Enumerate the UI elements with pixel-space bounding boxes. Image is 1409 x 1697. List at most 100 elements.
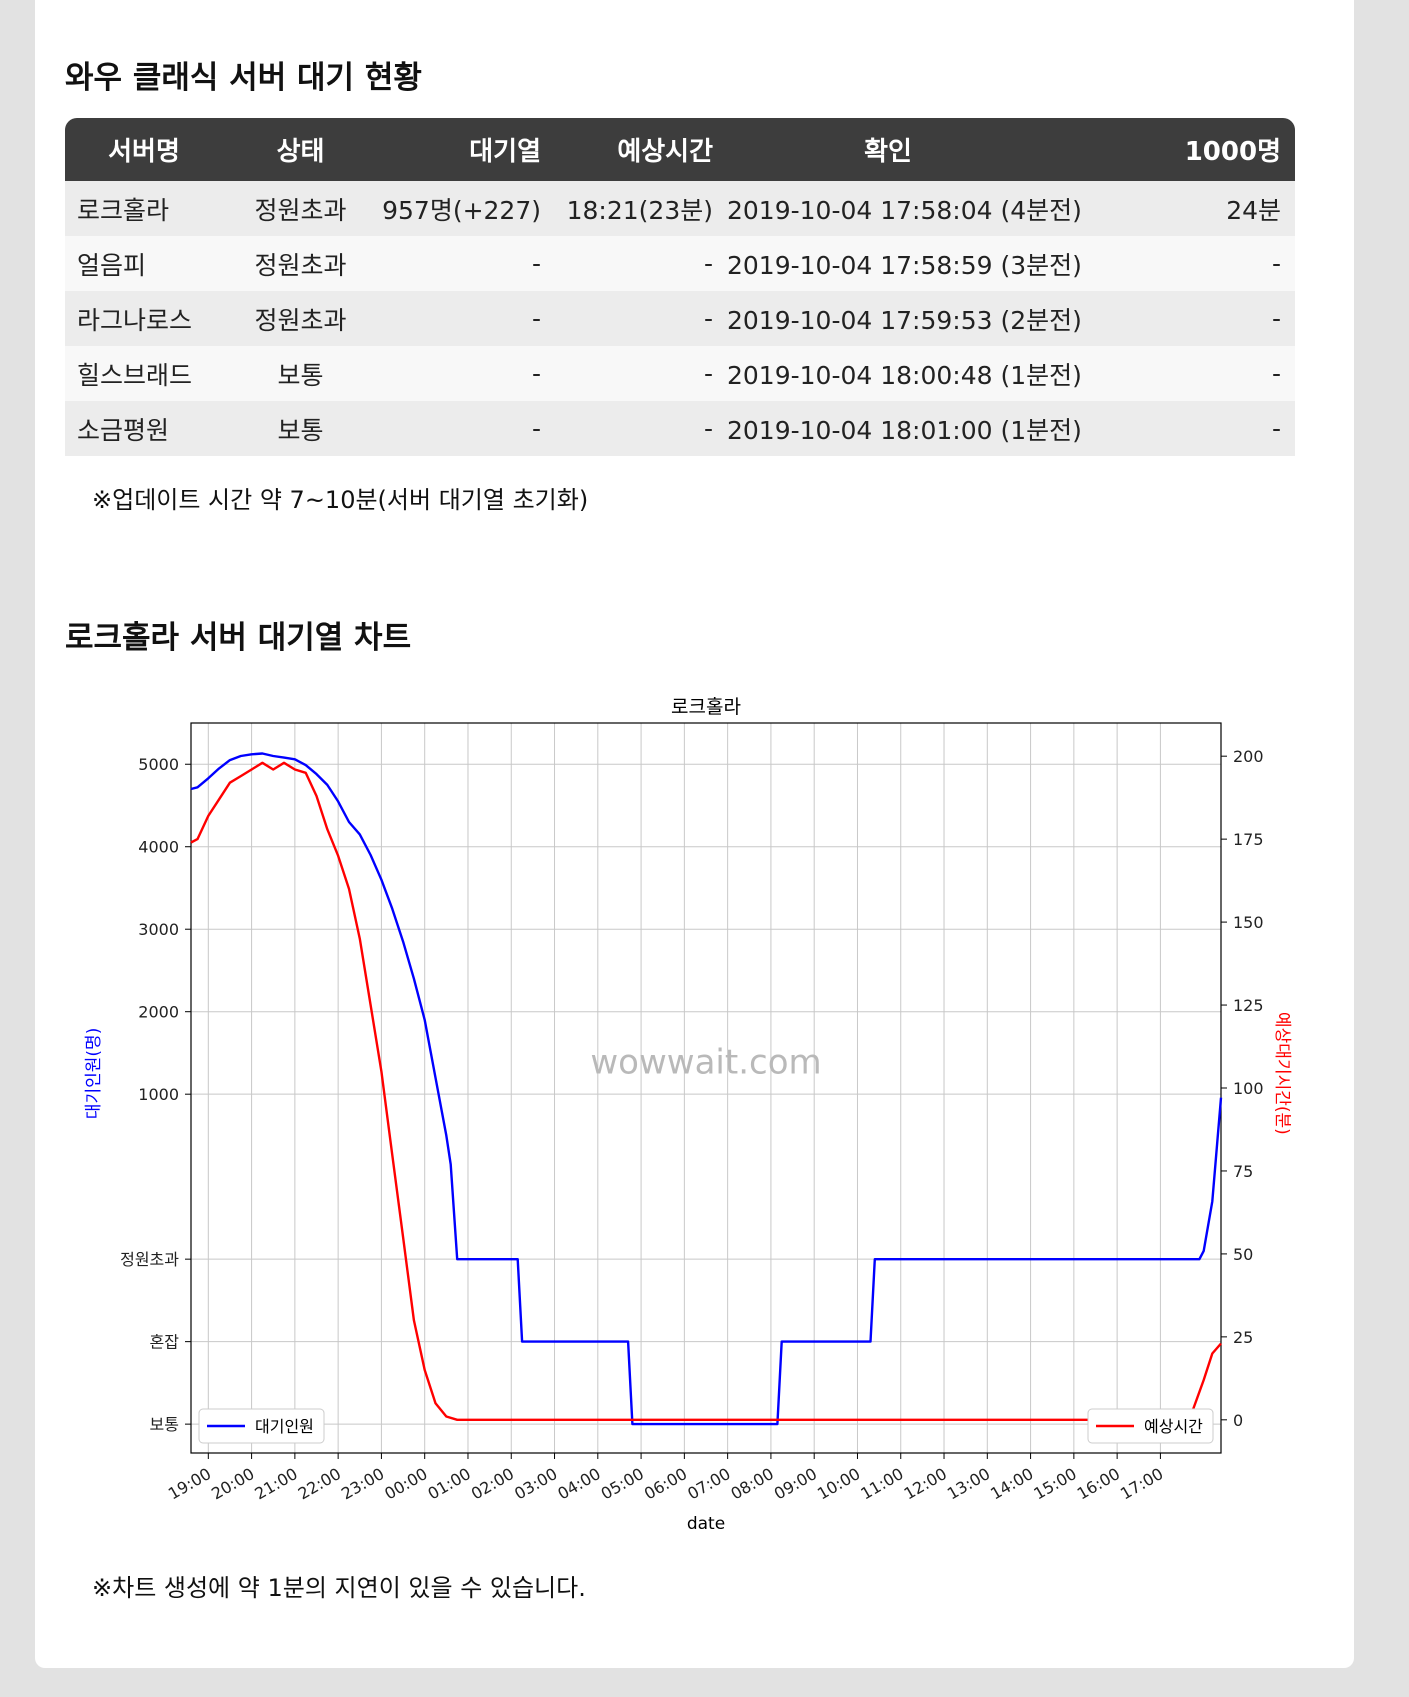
plot-frame [190, 722, 1222, 1454]
x-tick-label: 10:00 [814, 1464, 863, 1504]
server-queue-table: 서버명 상태 대기열 예상시간 확인 1000명 로크홀라 정원초과 957명(… [65, 118, 1295, 456]
col-header-checked: 확인 [727, 118, 1049, 181]
table-row: 라그나로스 정원초과 - - 2019-10-04 17:59:53 (2분전)… [65, 291, 1295, 346]
axis-ticks: 19:0020:0021:0022:0023:0000:0001:0002:00… [120, 747, 1263, 1503]
watermark-text: wowwait.com [590, 1042, 821, 1082]
y-right-tick-label: 75 [1233, 1162, 1253, 1181]
queue-status-title: 와우 클래식 서버 대기 현황 [65, 60, 422, 96]
legend-label-eta: 예상시간 [1144, 1417, 1203, 1436]
table-row: 얼음피 정원초과 - - 2019-10-04 17:58:59 (3분전) - [65, 236, 1295, 291]
col-header-server: 서버명 [65, 118, 223, 181]
x-tick-label: 17:00 [1117, 1464, 1166, 1504]
eta: - [555, 291, 727, 346]
series-line-queue [190, 752, 1223, 1426]
chart-series [190, 752, 1223, 1426]
queue-count: - [378, 291, 555, 346]
y-right-tick-label: 0 [1233, 1411, 1243, 1430]
chart-grid [191, 723, 1221, 1453]
x-tick-label: 15:00 [1030, 1464, 1079, 1504]
y-right-tick-label: 100 [1233, 1079, 1264, 1098]
y-right-tick-label: 125 [1233, 996, 1264, 1015]
queue-count: - [378, 401, 555, 456]
y-left-tick-label: 2000 [138, 1003, 179, 1022]
per-1000-time: - [1049, 401, 1295, 456]
legend-label-queue: 대기인원 [255, 1417, 314, 1436]
x-tick-label: 01:00 [425, 1464, 474, 1504]
chart-delay-note: ※차트 생성에 약 1분의 지연이 있을 수 있습니다. [92, 1574, 586, 1602]
server-status: 정원초과 [223, 236, 378, 291]
x-tick-label: 14:00 [987, 1464, 1036, 1504]
x-tick-label: 11:00 [857, 1464, 906, 1504]
x-tick-label: 02:00 [468, 1464, 517, 1504]
per-1000-time: - [1049, 346, 1295, 401]
queue-line-chart: wowwait.com 19:0020:0021:0022:0023:0000:… [84, 696, 1292, 1534]
x-tick-label: 07:00 [684, 1464, 733, 1504]
y-left-tick-label: 3000 [138, 920, 179, 939]
table-row: 소금평원 보통 - - 2019-10-04 18:01:00 (1분전) - [65, 401, 1295, 456]
table-row: 로크홀라 정원초과 957명(+227) 18:21(23분) 2019-10-… [65, 181, 1295, 236]
table-header-row: 서버명 상태 대기열 예상시간 확인 1000명 [65, 118, 1295, 181]
table-row: 힐스브래드 보통 - - 2019-10-04 18:00:48 (1분전) - [65, 346, 1295, 401]
x-tick-label: 12:00 [901, 1464, 950, 1504]
server-status: 정원초과 [223, 181, 378, 236]
per-1000-time: 24분 [1049, 181, 1295, 236]
legend-left: 대기인원 [198, 1408, 325, 1444]
y-axis-right-label: 예상대기시간(분) [1272, 1012, 1292, 1135]
eta: - [555, 236, 727, 291]
chart-section-title: 로크홀라 서버 대기열 차트 [65, 620, 412, 656]
x-tick-label: 20:00 [208, 1464, 257, 1504]
queue-count: - [378, 346, 555, 401]
x-tick-label: 21:00 [251, 1464, 300, 1504]
y-right-tick-label: 150 [1233, 913, 1264, 932]
server-name: 소금평원 [65, 401, 223, 456]
y-left-tick-label: 정원초과 [120, 1250, 179, 1269]
eta: - [555, 401, 727, 456]
col-header-status: 상태 [223, 118, 378, 181]
x-tick-label: 05:00 [598, 1464, 647, 1504]
eta: - [555, 346, 727, 401]
update-note: ※업데이트 시간 약 7~10분(서버 대기열 초기화) [92, 486, 589, 514]
x-tick-label: 04:00 [554, 1464, 603, 1504]
col-header-eta: 예상시간 [555, 118, 727, 181]
server-status: 보통 [223, 346, 378, 401]
server-name: 얼음피 [65, 236, 223, 291]
x-tick-label: 03:00 [511, 1464, 560, 1504]
y-left-tick-label: 5000 [138, 755, 179, 774]
x-tick-label: 16:00 [1074, 1464, 1123, 1504]
y-right-tick-label: 50 [1233, 1245, 1253, 1264]
y-left-tick-label: 4000 [138, 838, 179, 857]
x-tick-label: 13:00 [944, 1464, 993, 1504]
legend-box [198, 1408, 325, 1444]
checked-time: 2019-10-04 17:58:04 (4분전) [727, 181, 1082, 236]
col-header-per1000: 1000명 [1049, 118, 1295, 181]
chart-title: 로크홀라 [671, 696, 741, 718]
checked-time: 2019-10-04 17:58:59 (3분전) [727, 236, 1082, 291]
server-status: 보통 [223, 401, 378, 456]
x-tick-label: 23:00 [338, 1464, 387, 1504]
x-axis-label: date [687, 1514, 725, 1534]
y-right-tick-label: 200 [1233, 747, 1264, 766]
x-tick-label: 22:00 [295, 1464, 344, 1504]
y-left-tick-label: 1000 [138, 1085, 179, 1104]
x-tick-label: 08:00 [727, 1464, 776, 1504]
y-right-tick-label: 25 [1233, 1328, 1253, 1347]
server-name: 힐스브래드 [65, 346, 223, 401]
y-left-tick-label: 보통 [150, 1415, 179, 1434]
eta: 18:21(23분) [555, 181, 727, 236]
col-header-queue: 대기열 [378, 118, 555, 181]
per-1000-time: - [1049, 236, 1295, 291]
y-axis-left-label: 대기인원(명) [84, 1028, 104, 1119]
checked-time: 2019-10-04 18:00:48 (1분전) [727, 346, 1082, 401]
per-1000-time: - [1049, 291, 1295, 346]
server-name: 라그나로스 [65, 291, 223, 346]
legend-right: 예상시간 [1087, 1408, 1214, 1444]
x-tick-label: 00:00 [381, 1464, 430, 1504]
checked-time: 2019-10-04 17:59:53 (2분전) [727, 291, 1082, 346]
y-left-tick-label: 혼잡 [150, 1333, 180, 1352]
x-tick-label: 06:00 [641, 1464, 690, 1504]
y-right-tick-label: 175 [1233, 830, 1264, 849]
x-tick-label: 09:00 [771, 1464, 820, 1504]
x-tick-label: 19:00 [165, 1464, 214, 1504]
queue-count: 957명(+227) [378, 181, 555, 236]
series-line-eta [190, 761, 1222, 1421]
